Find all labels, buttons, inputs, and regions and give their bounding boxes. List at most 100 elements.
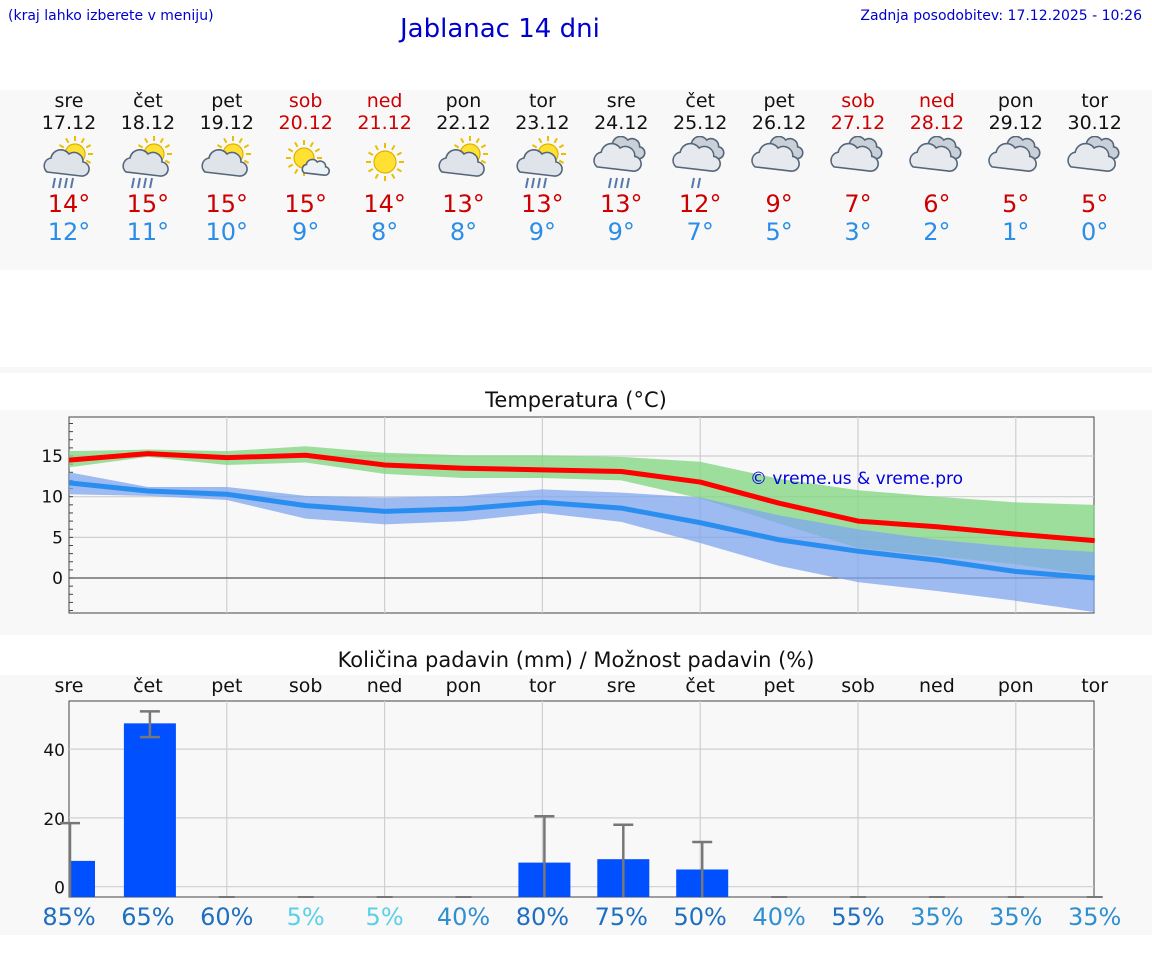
temp-min: 12°: [47, 218, 91, 246]
day-name: sob: [841, 90, 875, 112]
precip-probability: 35%: [989, 903, 1043, 931]
precip-day-label: čet: [133, 675, 163, 697]
temp-max: 14°: [363, 190, 406, 218]
day-date: 20.12: [278, 112, 333, 134]
precip-probability: 80%: [515, 903, 570, 931]
day-date: 25.12: [672, 112, 728, 134]
y-tick-label: 40: [43, 741, 65, 761]
temp-max: 15°: [205, 190, 249, 218]
day-date: 30.12: [1067, 112, 1122, 134]
plot-area: [68, 700, 1095, 898]
precip-probability: 50%: [673, 903, 727, 931]
y-tick-label: 0: [54, 879, 65, 899]
location-hint[interactable]: (kraj lahko izberete v meniju): [8, 8, 214, 24]
precip-day-label: pon: [997, 675, 1034, 697]
icon-slot: [739, 136, 819, 194]
day-name: ned: [366, 90, 403, 112]
precip-day-label: ned: [918, 675, 955, 697]
temp-min: 11°: [126, 218, 170, 246]
day-name: tor: [1081, 90, 1109, 112]
sun-small-cloud-icon: [285, 140, 330, 177]
temp-max: 12°: [678, 190, 722, 218]
precip-bar: [69, 860, 95, 897]
day-column: pon 22.12 13° 8°: [424, 90, 504, 246]
day-column: sre 17.12 14° 12°: [29, 90, 109, 246]
temp-max: 15°: [126, 190, 170, 218]
day-name: sre: [54, 90, 84, 112]
icon-slot: [187, 136, 267, 194]
precip-probability: 35%: [910, 903, 964, 931]
icon-slot: [818, 136, 898, 194]
precip-probability: 5%: [286, 903, 325, 931]
cloud-icon: [751, 136, 804, 172]
day-name: ned: [918, 90, 955, 112]
day-date: 26.12: [751, 112, 807, 134]
day-name: sob: [288, 90, 323, 112]
forecast-strip: [0, 90, 1152, 270]
precip-probability: 75%: [594, 903, 648, 931]
watermark: © vreme.us & vreme.pro: [750, 469, 963, 489]
precip-day-label: pon: [445, 675, 482, 697]
last-updated: Zadnja posodobitev: 17.12.2025 - 10:26: [860, 8, 1142, 24]
day-date: 27.12: [830, 112, 886, 134]
precip-day-label: ned: [366, 675, 403, 697]
icon-slot: [1055, 136, 1135, 194]
precip-probability: 85%: [42, 903, 96, 931]
precip-probability: 5%: [365, 903, 404, 931]
temp-max: 5°: [1081, 190, 1109, 218]
sun-cloud-rain-icon: [43, 136, 93, 189]
temperature-chart: 0 5 10 15 © vreme.us & vreme.pro: [41, 416, 1095, 614]
sun-cloud-icon: [201, 136, 251, 177]
icon-slot: [897, 136, 977, 194]
y-tick-label: 10: [41, 488, 63, 508]
day-date: 19.12: [199, 112, 254, 134]
day-column: tor 23.12 13° 9°: [502, 90, 582, 246]
day-column: sob 20.12 15° 9°: [266, 90, 346, 246]
cloud-icon: [988, 136, 1041, 172]
day-name: pon: [445, 90, 482, 112]
day-name: pet: [763, 90, 795, 112]
temp-max: 13°: [521, 190, 564, 218]
icon-slot: [345, 136, 425, 194]
precip-probability: 60%: [200, 903, 254, 931]
temp-max: 9°: [765, 190, 793, 218]
min-series-line: [68, 480, 1095, 581]
temp-min: 3°: [844, 218, 872, 246]
day-column: ned 21.12 14° 8°: [345, 90, 425, 246]
temp-max: 7°: [844, 190, 872, 218]
temp-min: 9°: [607, 218, 635, 246]
day-column: pet 26.12 9° 5°: [739, 90, 819, 246]
precip-day-label: pet: [763, 675, 795, 697]
precip-day-label: tor: [528, 675, 556, 697]
icon-slot: [502, 136, 582, 194]
sun-cloud-rain-icon: [122, 136, 172, 189]
day-date: 23.12: [515, 112, 570, 134]
day-name: pet: [211, 90, 243, 112]
temp-min: 8°: [370, 218, 399, 246]
y-tick-label: 15: [41, 447, 63, 467]
y-tick-label: 0: [52, 569, 63, 589]
day-name: čet: [133, 90, 163, 112]
temp-min: 5°: [765, 218, 793, 246]
temp-min: 1°: [1002, 218, 1030, 246]
cloud-rain-icon: [593, 136, 646, 189]
day-name: pon: [997, 90, 1034, 112]
precip-day-label: sob: [288, 675, 323, 697]
day-date: 22.12: [436, 112, 491, 134]
sun-icon: [365, 143, 404, 181]
precip-day-label: sre: [606, 675, 636, 697]
day-column: tor 30.12 5° 0°: [1055, 90, 1135, 246]
precip-day-label: sre: [54, 675, 84, 697]
precip-day-label: tor: [1081, 675, 1109, 697]
precipitation-chart: 0 20 40: [43, 700, 1103, 899]
temp-min: 2°: [923, 218, 951, 246]
sun-cloud-rain-icon: [516, 136, 567, 189]
icon-slot: [266, 136, 346, 194]
day-column: čet 25.12 12° 7°: [660, 90, 740, 246]
page-title: Jablanac 14 dni: [400, 14, 600, 44]
divider: [0, 367, 1152, 373]
temp-chart-title: Temperatura (°C): [485, 388, 667, 412]
icon-slot: [108, 136, 188, 194]
sun-cloud-icon: [437, 136, 488, 177]
temp-min: 9°: [528, 218, 557, 246]
